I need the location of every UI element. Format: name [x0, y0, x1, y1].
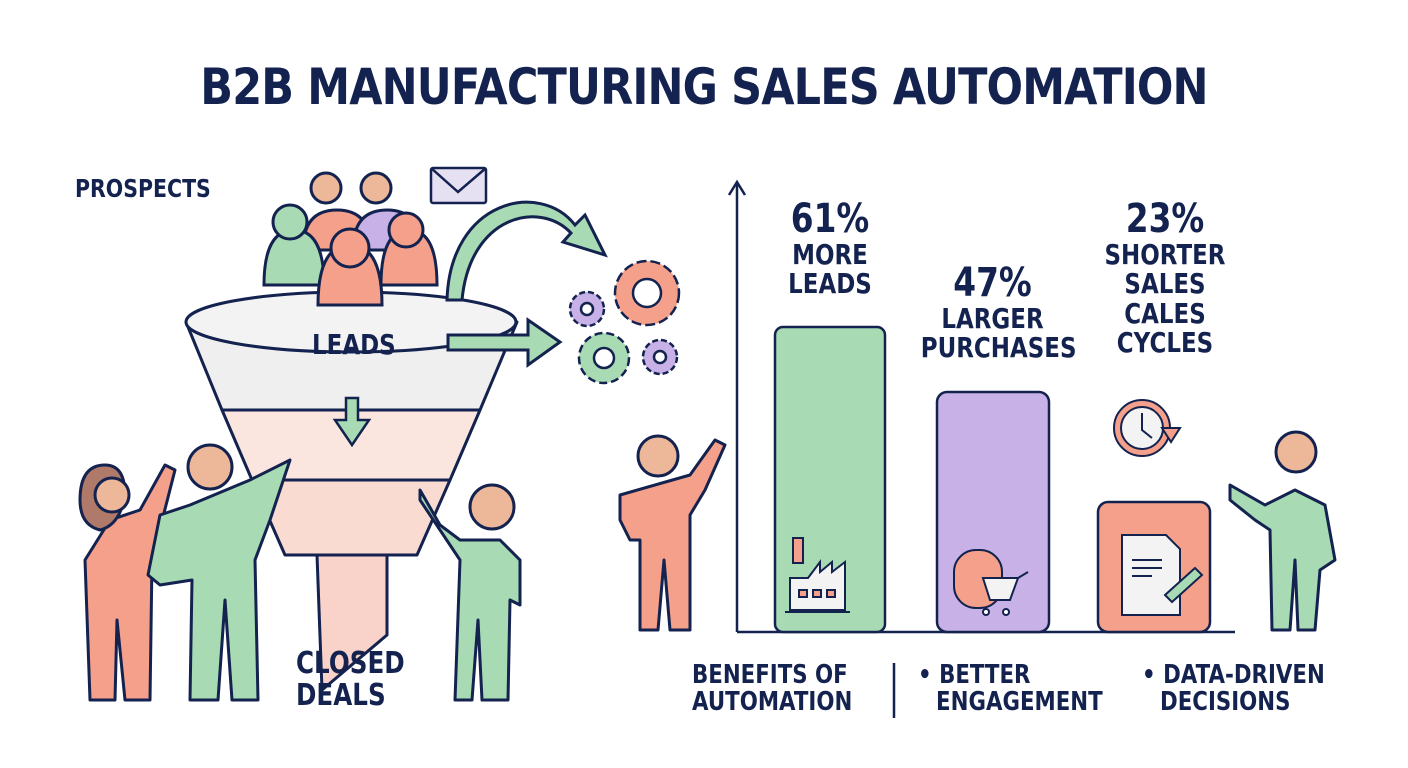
person-pointing-left — [618, 434, 727, 632]
stat-label-line4: CYCLES — [1116, 326, 1214, 360]
envelope-icon — [429, 166, 488, 205]
coins-cart-icon — [953, 549, 1029, 616]
footer-bullet-engagement: • BETTER ENGAGEMENT — [918, 660, 1103, 718]
curved-arrow-icon — [445, 200, 608, 302]
stat-shorter-cycles: 23% SHORTER SALES CALES CYCLES — [1104, 198, 1227, 358]
stat-label-line1: MORE — [792, 238, 868, 271]
closed-deals-line2: DEALS — [296, 677, 386, 713]
stat-value: 61% — [790, 196, 870, 242]
bar-more-leads — [773, 325, 887, 634]
stat-larger-purchases: 47% LARGER PURCHASES — [920, 260, 1077, 365]
stat-label-line1: SHORTER — [1104, 238, 1226, 271]
closed-deals-label: CLOSED DEALS — [296, 648, 405, 711]
funnel — [184, 290, 519, 692]
page-title: B2B MANUFACTURING SALES AUTOMATION — [200, 58, 1208, 116]
bullet-line2: ENGAGEMENT — [936, 687, 1103, 718]
stat-label-line2: LEADS — [788, 267, 872, 301]
stat-value: 47% — [953, 260, 1032, 306]
stat-more-leads: 61% MORE LEADS — [773, 198, 888, 299]
bullet-icon: • — [1142, 660, 1156, 690]
gears-icon — [568, 259, 681, 385]
bullet-icon: • — [918, 660, 932, 690]
stat-label-line1: LARGER — [941, 302, 1044, 335]
closed-deals-line1: CLOSED — [296, 646, 405, 681]
arrow-down-icon — [332, 396, 372, 448]
footer-heading: BENEFITS OF AUTOMATION — [692, 660, 853, 718]
factory-icon — [785, 537, 850, 613]
person-pointing-right — [1228, 430, 1337, 632]
contract-signature-icon — [1121, 534, 1204, 616]
prospects-people-icon — [262, 171, 439, 307]
bar-larger-purchases — [935, 390, 1051, 634]
stat-label-line3: CALES — [1124, 296, 1206, 330]
footer-heading-line2: AUTOMATION — [692, 687, 853, 718]
footer-bullet-decisions: • DATA-DRIVEN DECISIONS — [1142, 660, 1325, 718]
arrow-right-icon — [446, 317, 563, 368]
bar-shorter-cycles — [1096, 399, 1212, 634]
stat-label-line2: SALES — [1124, 267, 1206, 301]
stat-value: 23% — [1125, 196, 1205, 242]
leads-label: LEADS — [312, 328, 396, 361]
people-celebrating-left — [78, 443, 522, 702]
footer-heading-line1: BENEFITS OF — [692, 660, 848, 690]
bullet-line1: BETTER — [939, 660, 1031, 690]
bullet-line1: DATA-DRIVEN — [1163, 660, 1325, 690]
prospects-label: PROSPECTS — [75, 174, 211, 203]
stat-label-line2: PURCHASES — [920, 331, 1077, 365]
clock-cycle-icon — [1113, 399, 1182, 457]
bullet-line2: DECISIONS — [1160, 687, 1291, 718]
